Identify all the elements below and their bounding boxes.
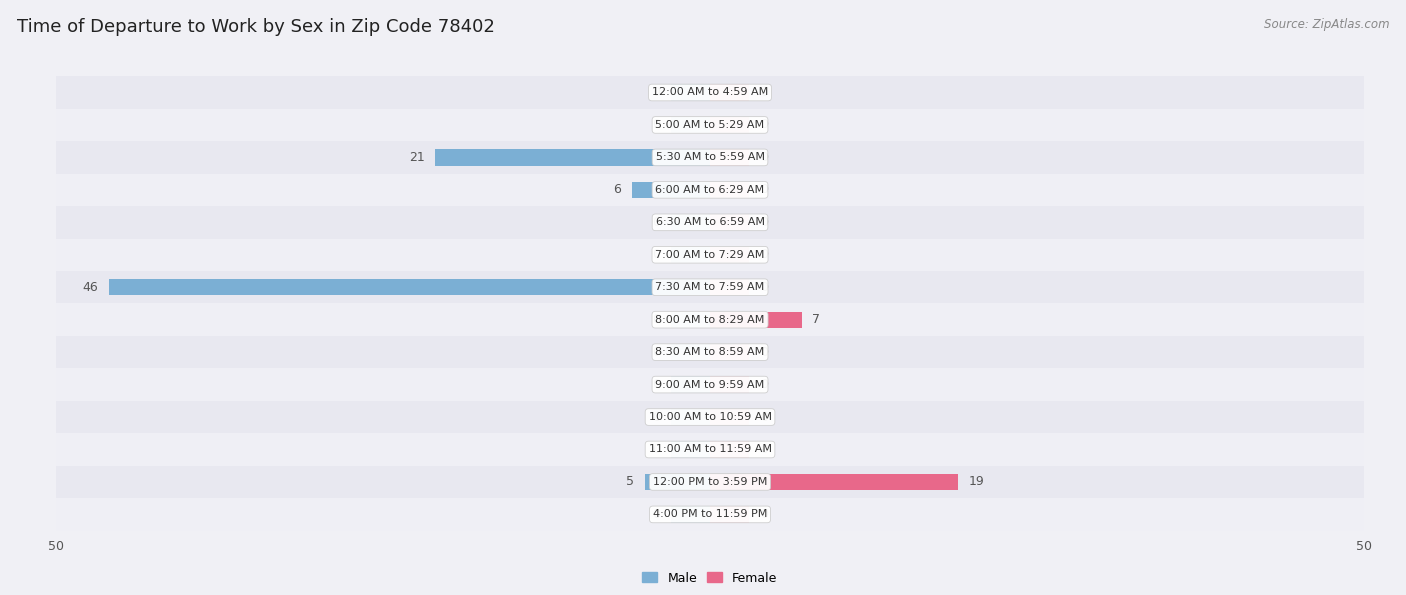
Bar: [108, 279, 710, 295]
Bar: [710, 279, 749, 295]
Text: 0: 0: [652, 118, 661, 131]
Text: 0: 0: [652, 411, 661, 424]
Bar: [710, 312, 801, 328]
Text: 0: 0: [652, 86, 661, 99]
Legend: Male, Female: Male, Female: [637, 566, 783, 590]
Bar: [56, 433, 1364, 466]
Text: Source: ZipAtlas.com: Source: ZipAtlas.com: [1264, 18, 1389, 31]
Text: Time of Departure to Work by Sex in Zip Code 78402: Time of Departure to Work by Sex in Zip …: [17, 18, 495, 36]
Bar: [710, 344, 749, 360]
Text: 4:00 PM to 11:59 PM: 4:00 PM to 11:59 PM: [652, 509, 768, 519]
Text: 0: 0: [759, 86, 768, 99]
Text: 5: 5: [626, 475, 634, 488]
Text: 11:00 AM to 11:59 AM: 11:00 AM to 11:59 AM: [648, 444, 772, 455]
Bar: [56, 206, 1364, 239]
Text: 7:00 AM to 7:29 AM: 7:00 AM to 7:29 AM: [655, 250, 765, 260]
Text: 12:00 AM to 4:59 AM: 12:00 AM to 4:59 AM: [652, 87, 768, 98]
Bar: [710, 84, 749, 101]
Text: 8:00 AM to 8:29 AM: 8:00 AM to 8:29 AM: [655, 315, 765, 325]
Text: 46: 46: [83, 281, 98, 294]
Bar: [671, 506, 710, 522]
Bar: [671, 247, 710, 263]
Bar: [710, 149, 749, 165]
Bar: [56, 271, 1364, 303]
Bar: [56, 174, 1364, 206]
Bar: [671, 312, 710, 328]
Text: 5:00 AM to 5:29 AM: 5:00 AM to 5:29 AM: [655, 120, 765, 130]
Text: 10:00 AM to 10:59 AM: 10:00 AM to 10:59 AM: [648, 412, 772, 422]
Bar: [710, 181, 749, 198]
Bar: [710, 441, 749, 458]
Text: 0: 0: [652, 313, 661, 326]
Text: 0: 0: [759, 151, 768, 164]
Text: 6:00 AM to 6:29 AM: 6:00 AM to 6:29 AM: [655, 185, 765, 195]
Bar: [644, 474, 710, 490]
Bar: [56, 76, 1364, 109]
Text: 0: 0: [759, 378, 768, 391]
Text: 0: 0: [759, 216, 768, 229]
Bar: [56, 303, 1364, 336]
Bar: [56, 109, 1364, 141]
Text: 7: 7: [813, 313, 820, 326]
Bar: [671, 409, 710, 425]
Text: 0: 0: [759, 281, 768, 294]
Text: 0: 0: [759, 443, 768, 456]
Bar: [710, 214, 749, 230]
Bar: [56, 141, 1364, 174]
Text: 0: 0: [759, 411, 768, 424]
Text: 19: 19: [969, 475, 984, 488]
Text: 5:30 AM to 5:59 AM: 5:30 AM to 5:59 AM: [655, 152, 765, 162]
Text: 12:00 PM to 3:59 PM: 12:00 PM to 3:59 PM: [652, 477, 768, 487]
Bar: [56, 336, 1364, 368]
Bar: [56, 466, 1364, 498]
Bar: [56, 498, 1364, 531]
Text: 8:30 AM to 8:59 AM: 8:30 AM to 8:59 AM: [655, 347, 765, 357]
Text: 0: 0: [652, 216, 661, 229]
Bar: [710, 474, 959, 490]
Bar: [56, 239, 1364, 271]
Bar: [671, 214, 710, 230]
Text: 6: 6: [613, 183, 621, 196]
Bar: [710, 247, 749, 263]
Text: 0: 0: [759, 183, 768, 196]
Text: 6:30 AM to 6:59 AM: 6:30 AM to 6:59 AM: [655, 217, 765, 227]
Bar: [671, 117, 710, 133]
Bar: [56, 401, 1364, 433]
Bar: [631, 181, 710, 198]
Bar: [56, 368, 1364, 401]
Text: 9:00 AM to 9:59 AM: 9:00 AM to 9:59 AM: [655, 380, 765, 390]
Bar: [671, 344, 710, 360]
Text: 0: 0: [652, 248, 661, 261]
Text: 0: 0: [759, 118, 768, 131]
Bar: [671, 377, 710, 393]
Bar: [671, 84, 710, 101]
Text: 0: 0: [652, 378, 661, 391]
Bar: [671, 441, 710, 458]
Bar: [710, 506, 749, 522]
Text: 0: 0: [652, 346, 661, 359]
Text: 7:30 AM to 7:59 AM: 7:30 AM to 7:59 AM: [655, 282, 765, 292]
Bar: [710, 117, 749, 133]
Text: 0: 0: [759, 346, 768, 359]
Text: 0: 0: [759, 508, 768, 521]
Text: 0: 0: [652, 443, 661, 456]
Bar: [710, 377, 749, 393]
Text: 21: 21: [409, 151, 425, 164]
Text: 0: 0: [759, 248, 768, 261]
Bar: [710, 409, 749, 425]
Text: 0: 0: [652, 508, 661, 521]
Bar: [436, 149, 710, 165]
